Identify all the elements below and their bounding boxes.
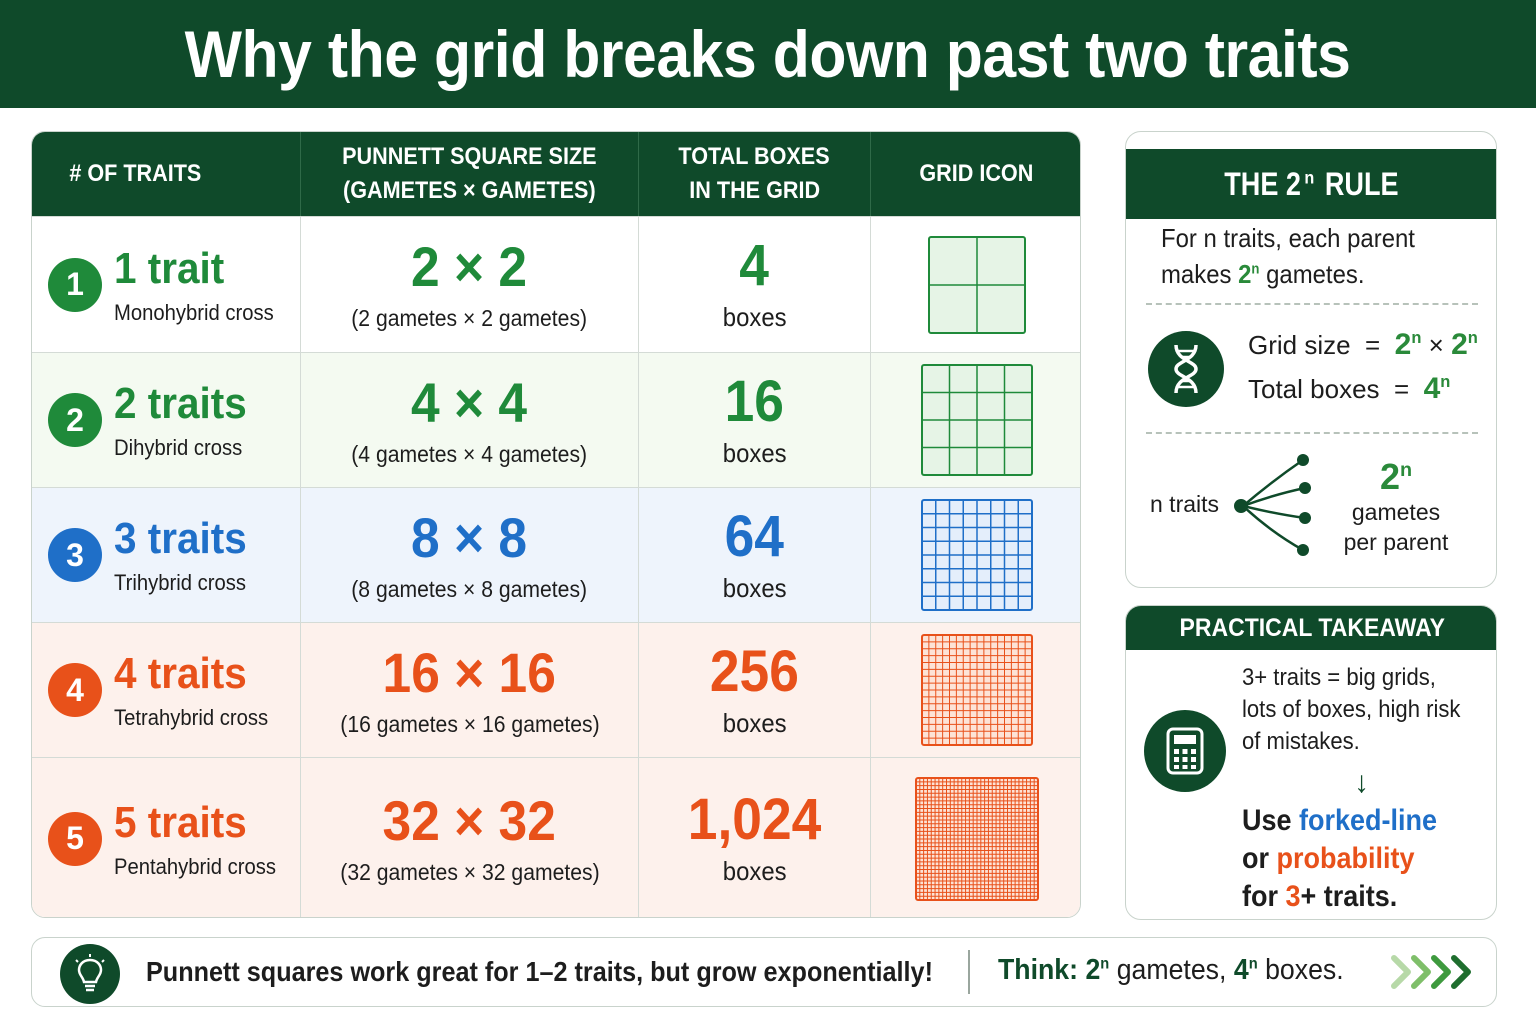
grid-icon-cell [871,758,1080,917]
boxes-unit: boxes [722,707,787,738]
total-cell: 1,024 boxes [639,758,871,917]
grid-icon [920,364,1033,476]
grid-icon-cell [871,353,1080,487]
banner-message: Punnett squares work great for 1–2 trait… [146,956,933,987]
row-number-badge: 1 [48,257,102,312]
trait-count: 5 traits [114,797,247,847]
grid-icon-cell [871,217,1080,352]
header-grid-icon: GRID ICON [919,160,1034,187]
divider [1146,432,1478,434]
lightbulb-icon [60,944,120,1004]
size-cell: 16 × 16 (16 gametes × 16 gametes) [301,623,639,757]
cross-name: Monohybrid cross [114,299,274,325]
banner-think: Think: 2n gametes, 4n boxes. [998,954,1344,986]
page-title: Why the grid breaks down past two traits [185,17,1351,91]
size-cell: 2 × 2 (2 gametes × 2 gametes) [301,217,639,352]
size-cell: 8 × 8 (8 gametes × 8 gametes) [301,488,639,622]
divider [1146,303,1478,305]
row-number-badge: 4 [48,663,102,717]
cross-name: Pentahybrid cross [114,853,277,879]
square-size-detail: (8 gametes × 8 gametes) [351,575,588,602]
total-cell: 64 boxes [639,488,871,622]
boxes-unit: boxes [722,856,787,886]
square-size-detail: (16 gametes × 16 gametes) [339,710,600,737]
grid-icon [920,634,1033,746]
takeaway-title: PRACTICAL TAKEAWAY [1126,606,1496,650]
grid-icon [920,499,1033,611]
cross-name: Trihybrid cross [114,570,246,595]
trait-count: 2 traits [114,379,247,428]
cross-name: Tetrahybrid cross [114,705,269,730]
total-boxes: 256 [709,638,800,704]
grid-icon-cell [871,488,1080,622]
grid-icon-cell [871,623,1080,757]
takeaway-card: PRACTICAL TAKEAWAY 3+ traits = big grids… [1125,605,1497,920]
total-cell: 16 boxes [639,353,871,487]
fork-result: 2n gametes per parent [1343,456,1449,556]
trait-count: 3 traits [114,514,247,563]
fork-icon [1234,454,1311,556]
divider [968,950,970,994]
fork-label: n traits [1150,491,1220,517]
total-boxes: 16 [724,368,785,434]
takeaway-recommendation: Use forked-line or probability for 3+ tr… [1242,804,1438,913]
square-size-detail: (2 gametes × 2 gametes) [351,305,588,331]
cross-name: Dihybrid cross [114,435,243,460]
boxes-unit: boxes [722,572,787,603]
total-boxes: 1,024 [687,787,822,852]
square-size: 8 × 8 [411,505,528,569]
boxes-unit: boxes [722,437,787,468]
boxes-unit: boxes [722,302,787,332]
rule-intro: For n traits, each parent makes 2n gamet… [1161,223,1415,289]
square-size: 16 × 16 [382,640,557,704]
chevrons-right-icon [1391,955,1471,989]
trait-count: 1 trait [114,243,225,293]
row-number-badge: 3 [48,528,102,582]
grid-icon [927,235,1026,334]
dna-icon [1148,331,1224,407]
row-number-badge: 2 [48,393,102,447]
total-boxes: 64 [724,503,785,569]
size-cell: 4 × 4 (4 gametes × 4 gametes) [301,353,639,487]
header-total: TOTAL BOXES IN THE GRID [639,132,871,216]
header-traits: # OF TRAITS [32,132,301,216]
total-boxes-formula: Total boxes = 4n [1248,372,1451,405]
size-cell: 32 × 32 (32 gametes × 32 gametes) [301,758,639,917]
grid-size-formula: Grid size = 2n × 2n [1248,328,1478,361]
row-number-badge: 5 [48,811,102,866]
title-bar: Why the grid breaks down past two traits [0,0,1536,108]
takeaway-text: 3+ traits = big grids, lots of boxes, hi… [1242,664,1461,755]
square-size: 4 × 4 [411,370,528,434]
traits-table: # OF TRAITS PUNNETT SQUARE SIZE (GAMETES … [31,131,1081,918]
total-cell: 4 boxes [639,217,871,352]
bottom-banner: Punnett squares work great for 1–2 trait… [31,937,1497,1007]
arrow-down-icon: ↓ [1354,766,1369,799]
square-size-detail: (4 gametes × 4 gametes) [351,440,588,467]
square-size-detail: (32 gametes × 32 gametes) [339,859,600,885]
table-header: # OF TRAITS PUNNETT SQUARE SIZE (GAMETES … [32,132,1080,216]
trait-count: 4 traits [114,649,247,698]
total-cell: 256 boxes [639,623,871,757]
grid-icon [914,776,1039,901]
square-size: 2 × 2 [411,235,528,298]
calculator-icon [1144,710,1226,792]
total-boxes: 4 [739,233,770,298]
header-size: PUNNETT SQUARE SIZE (GAMETES × GAMETES) [301,132,639,216]
square-size: 32 × 32 [382,789,557,852]
